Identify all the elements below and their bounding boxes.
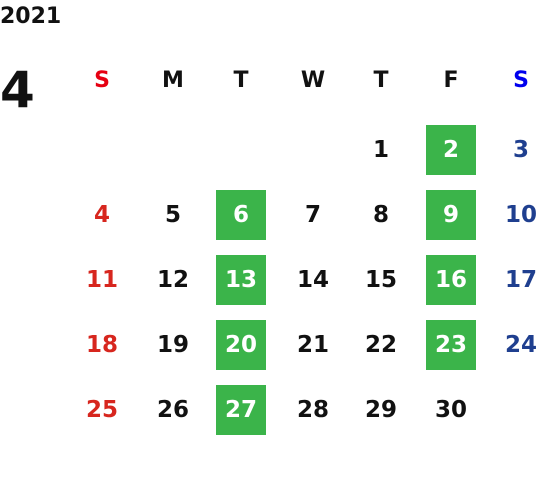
weekday-label: M xyxy=(162,67,184,93)
day: 15 xyxy=(364,267,397,293)
weekday-label: W xyxy=(300,67,326,93)
highlighted-day: 20 xyxy=(216,320,266,370)
year: 2021 xyxy=(0,4,62,29)
day: 28 xyxy=(296,397,329,423)
day: 25 xyxy=(85,397,118,423)
highlighted-day: 16 xyxy=(426,255,476,305)
highlighted-day: 27 xyxy=(216,385,266,435)
day: 29 xyxy=(364,397,397,423)
highlighted-day: 6 xyxy=(216,190,266,240)
day: 30 xyxy=(434,397,467,423)
day: 1 xyxy=(372,137,389,163)
day: 17 xyxy=(504,267,537,293)
highlighted-day: 13 xyxy=(216,255,266,305)
day: 12 xyxy=(156,267,189,293)
day: 26 xyxy=(156,397,189,423)
weekday-label: S xyxy=(94,67,110,93)
day: 11 xyxy=(85,267,118,293)
day: 21 xyxy=(296,332,329,358)
day: 7 xyxy=(304,202,321,228)
day: 10 xyxy=(504,202,537,228)
day: 22 xyxy=(364,332,397,358)
day: 3 xyxy=(512,137,529,163)
highlighted-day: 9 xyxy=(426,190,476,240)
day: 18 xyxy=(85,332,118,358)
month: 4 xyxy=(0,61,35,119)
day: 8 xyxy=(372,202,389,228)
weekday-label: T xyxy=(233,67,249,93)
day: 5 xyxy=(164,202,181,228)
weekday-label: F xyxy=(443,67,459,93)
weekday-label: T xyxy=(373,67,389,93)
weekday-label: S xyxy=(513,67,529,93)
highlighted-day: 2 xyxy=(426,125,476,175)
day: 24 xyxy=(504,332,537,358)
highlighted-day: 23 xyxy=(426,320,476,370)
day: 19 xyxy=(156,332,189,358)
day: 4 xyxy=(93,202,110,228)
day: 14 xyxy=(296,267,329,293)
